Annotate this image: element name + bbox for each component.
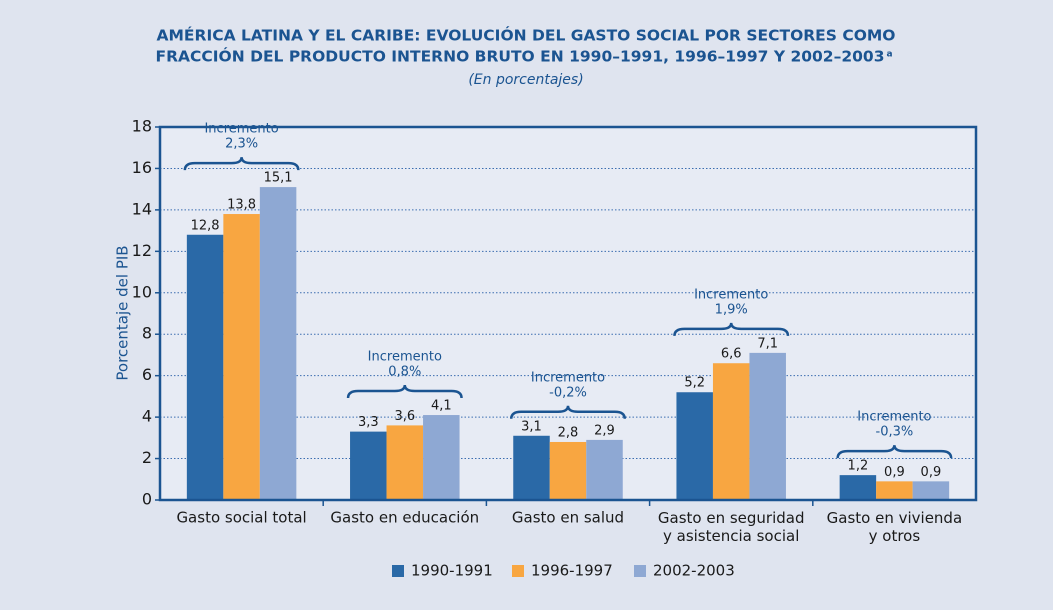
value-label: 3,6 [394, 409, 415, 424]
legend-label: 2002-2003 [653, 562, 735, 580]
value-label: 4,1 [431, 399, 452, 414]
value-label: 12,8 [191, 218, 220, 233]
bar [423, 415, 460, 500]
legend-swatch [392, 565, 404, 577]
y-tick-label: 14 [132, 199, 152, 218]
bar [586, 439, 623, 500]
y-tick-label: 10 [132, 282, 152, 301]
y-tick-label: 4 [142, 407, 152, 426]
y-tick-label: 0 [142, 490, 152, 509]
bar [749, 352, 786, 500]
plot-border [158, 125, 978, 502]
value-label: 3,3 [358, 415, 379, 430]
bar [712, 363, 750, 500]
value-label: 3,1 [521, 419, 542, 434]
value-label: 0,9 [884, 465, 905, 480]
bar [676, 392, 713, 500]
x-tick-label: Gasto social total [176, 509, 306, 527]
x-tick-label: Gasto en vivienda y otros [827, 509, 963, 545]
bar [549, 441, 587, 500]
value-label: 2,9 [594, 423, 615, 438]
annotation: Incremento [204, 122, 278, 137]
y-tick-label: 12 [132, 241, 152, 260]
legend-swatch [512, 565, 524, 577]
y-tick-label: 18 [132, 117, 152, 136]
bar [912, 481, 950, 500]
value-label: 13,8 [227, 198, 256, 213]
annotation: Incremento [857, 410, 931, 425]
legend-swatch [634, 565, 646, 577]
y-tick-label: 8 [142, 324, 152, 343]
legend-label: 1996-1997 [531, 562, 613, 580]
brace [346, 384, 463, 399]
subtitle: (En porcentajes) [468, 72, 583, 88]
bar [259, 187, 297, 500]
y-tick-label: 16 [132, 158, 152, 177]
annotation: Incremento [368, 350, 442, 365]
bar [839, 475, 877, 500]
bar [513, 435, 550, 500]
annotation: 1,9% [715, 302, 748, 317]
value-label: 0,9 [921, 465, 942, 480]
legend-label: 1990-1991 [411, 562, 493, 580]
annotation: -0,2% [549, 385, 587, 400]
x-tick-label: Gasto en educación [330, 509, 479, 527]
x-tick-label: Gasto en seguridad y asistencia social [658, 509, 805, 545]
annotation: 0,8% [388, 365, 421, 380]
y-tick-label: 6 [142, 365, 152, 384]
annotation: Incremento [531, 370, 605, 385]
x-tick-label: Gasto en salud [512, 509, 624, 527]
value-label: 5,2 [684, 376, 705, 391]
chart-title: AMÉRICA LATINA Y EL CARIBE: EVOLUCIÓN DE… [157, 26, 896, 45]
annotation: Incremento [694, 287, 768, 302]
value-label: 15,1 [264, 171, 293, 186]
bar [186, 234, 224, 500]
value-label: 7,1 [757, 336, 778, 351]
annotation: 2,3% [225, 137, 258, 152]
y-tick-label: 2 [142, 448, 152, 467]
value-label: 6,6 [721, 347, 742, 362]
value-label: 1,2 [848, 459, 869, 474]
chart-title: FRACCIÓN DEL PRODUCTO INTERNO BRUTO EN 1… [156, 47, 885, 66]
bar [386, 425, 424, 500]
value-label: 2,8 [558, 425, 579, 440]
title-note: a [886, 50, 892, 60]
y-axis-label: Porcentaje del PIB [114, 245, 132, 380]
bar [223, 214, 260, 501]
annotation: -0,3% [876, 425, 914, 440]
bar [876, 481, 913, 500]
bar [350, 431, 387, 500]
